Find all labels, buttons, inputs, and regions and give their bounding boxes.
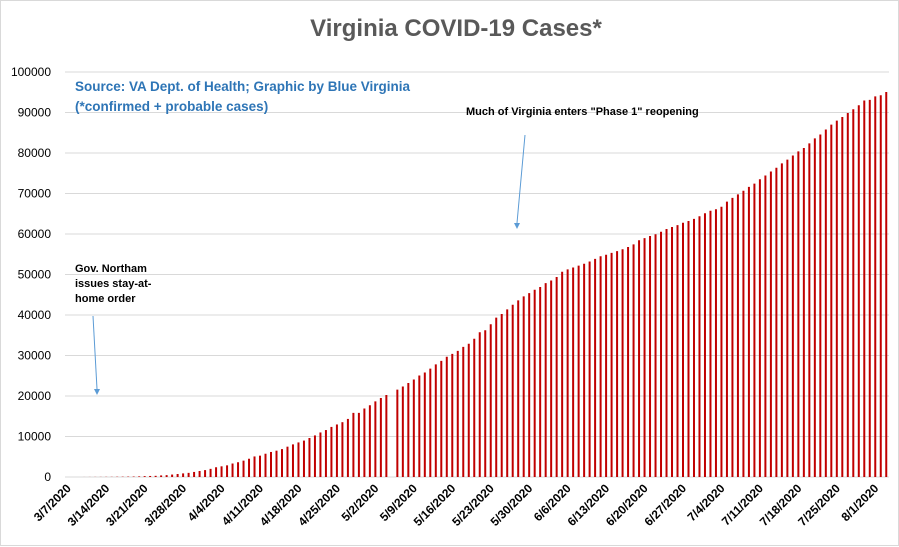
y-tick-label: 40000 bbox=[18, 308, 52, 322]
y-tick-label: 30000 bbox=[18, 349, 52, 363]
y-tick-label: 60000 bbox=[18, 227, 52, 241]
source-subnote: (*confirmed + probable cases) bbox=[75, 99, 268, 114]
phase1-annotation: Much of Virginia enters "Phase 1" reopen… bbox=[466, 106, 699, 118]
y-tick-label: 80000 bbox=[18, 146, 52, 160]
bars bbox=[66, 92, 888, 477]
stay-at-home-arrow bbox=[92, 315, 100, 395]
stay-at-home-annotation-line3: home order bbox=[75, 293, 136, 305]
stay-at-home-annotation-line2: issues stay-at- bbox=[75, 278, 152, 290]
phase1-arrow bbox=[514, 134, 526, 229]
y-tick-label: 20000 bbox=[18, 389, 52, 403]
source-note: Source: VA Dept. of Health; Graphic by B… bbox=[75, 79, 411, 94]
chart-title: Virginia COVID-19 Cases* bbox=[310, 15, 602, 42]
x-tick-label: 5/2/2020 bbox=[339, 481, 382, 524]
y-axis-ticks: 0 10000 20000 30000 40000 50000 60000 70000 8000… bbox=[11, 65, 51, 484]
stay-at-home-annotation-line1: Gov. Northam bbox=[75, 263, 147, 275]
x-tick-label: 8/1/2020 bbox=[838, 481, 881, 524]
y-tick-label: 0 bbox=[44, 470, 51, 484]
y-tick-label: 50000 bbox=[18, 268, 52, 282]
y-tick-label: 10000 bbox=[18, 430, 52, 444]
y-tick-label: 100000 bbox=[11, 65, 51, 79]
x-axis-ticks: 3/7/20203/14/20203/21/20203/28/20204/4/2… bbox=[31, 481, 882, 529]
x-tick-label: 5/30/2020 bbox=[488, 481, 536, 529]
x-tick-label: 7/25/2020 bbox=[795, 481, 843, 529]
x-tick-label: 4/25/2020 bbox=[295, 481, 343, 529]
gridlines bbox=[65, 71, 889, 478]
y-tick-label: 70000 bbox=[18, 187, 52, 201]
y-tick-label: 90000 bbox=[18, 106, 52, 120]
x-tick-label: 6/27/2020 bbox=[641, 481, 689, 529]
x-tick-label: 3/28/2020 bbox=[142, 481, 190, 529]
